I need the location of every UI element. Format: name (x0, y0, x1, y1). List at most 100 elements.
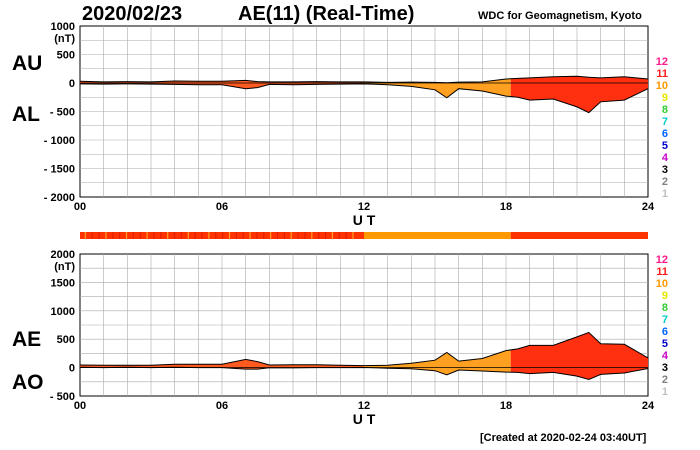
created-timestamp: [Created at 2020-02-24 03:40UT] (480, 432, 647, 444)
au-label: AU (12, 52, 43, 75)
upper-y-tick-label: 500 (57, 50, 75, 62)
station-count-bar-stripe (146, 232, 148, 239)
station-count-bar-stripe (160, 232, 162, 239)
station-count-bar-segment (510, 232, 648, 239)
lower-x-axis-label: U T (353, 411, 376, 427)
station-count-8: 8 (661, 302, 668, 314)
station-count-bar-segment (364, 232, 511, 239)
station-count-bar-stripe (173, 232, 176, 239)
station-count-bar-stripe (105, 232, 107, 239)
station-count-bar-stripe (324, 232, 327, 239)
lower-x-tick-label: 00 (74, 400, 86, 412)
upper-y-unit: (nT) (54, 33, 75, 45)
station-count-bar-stripe (98, 232, 100, 239)
data-source-label: WDC for Geomagnetism, Kyoto (478, 10, 642, 22)
station-legend-lower: 12 11 10 9 8 7 6 5 4 3 2 1 (644, 254, 668, 398)
station-count-11: 11 (656, 266, 668, 278)
station-count-bar-stripe (331, 232, 334, 239)
station-count-bar-stripe (290, 232, 292, 239)
station-count-bar-stripe (283, 232, 285, 239)
station-count-bar-stripe (235, 232, 237, 239)
station-count-10: 10 (655, 278, 668, 290)
upper-y-tick-label: 1000 (51, 21, 75, 33)
upper-series-al (79, 83, 649, 114)
station-count-bar-stripe (194, 232, 196, 239)
upper-x-tick-label: 18 (500, 201, 512, 213)
station-count-5: 5 (661, 338, 668, 350)
plot-date: 2020/02/23 (82, 3, 183, 25)
station-count-bar-stripe (352, 232, 354, 239)
station-count-12: 12 (655, 56, 668, 68)
station-count-bar-stripe (297, 232, 299, 239)
upper-y-tick-label: - 1000 (44, 135, 75, 147)
upper-x-tick-label: 00 (74, 201, 86, 213)
lower-y-tick-label: 1500 (51, 277, 75, 289)
lower-area-segment (364, 349, 511, 375)
upper-area-segment (364, 78, 511, 98)
upper-x-tick-label: 06 (216, 201, 228, 213)
upper-x-tick-label: 12 (358, 201, 370, 213)
station-count-4: 4 (661, 152, 668, 164)
station-count-bar-stripe (187, 232, 189, 239)
station-count-3: 3 (661, 164, 668, 176)
lower-series-ae (79, 331, 649, 367)
station-count-bar-stripe (91, 232, 93, 239)
lower-x-tick-label: 18 (500, 400, 512, 412)
station-count-4: 4 (661, 350, 668, 362)
station-count-bar-stripe (311, 232, 313, 239)
station-count-bar-stripe (242, 232, 244, 239)
station-count-2: 2 (661, 176, 668, 188)
upper-y-tick-label: - 500 (50, 107, 75, 119)
station-count-5: 5 (661, 140, 668, 152)
station-count-bar-stripe (338, 232, 340, 239)
station-count-3: 3 (661, 362, 668, 374)
station-legend-upper: 12 11 10 9 8 7 6 5 4 3 2 1 (644, 56, 668, 200)
station-count-bar-stripe (256, 232, 258, 239)
station-count-bar-stripe (222, 232, 224, 239)
station-count-bar-stripe (119, 232, 121, 239)
station-count-10: 10 (655, 80, 668, 92)
station-count-9: 9 (661, 92, 668, 104)
station-count-9: 9 (661, 290, 668, 302)
station-count-bar-stripe (228, 232, 231, 239)
station-count-2: 2 (661, 374, 668, 386)
ao-label: AO (12, 371, 44, 394)
lower-y-unit: (nT) (54, 261, 75, 273)
upper-area-segment (510, 76, 648, 113)
station-count-bar-stripe (345, 232, 347, 239)
station-count-bar-stripe (249, 232, 251, 239)
station-count-1: 1 (661, 188, 668, 200)
station-count-7: 7 (661, 314, 668, 326)
station-count-bar-stripe (125, 232, 128, 239)
station-count-bar-stripe (276, 232, 279, 239)
station-count-bar-stripe (139, 232, 141, 239)
upper-y-tick-label: - 2000 (44, 192, 75, 204)
ae-label: AE (12, 328, 42, 351)
lower-y-tick-label: 2000 (51, 249, 75, 261)
lower-y-tick-label: 1000 (51, 306, 75, 318)
upper-x-tick-label: 24 (642, 201, 655, 213)
station-count-bar-stripe (201, 232, 203, 239)
lower-x-tick-label: 12 (358, 400, 370, 412)
station-count-bar-stripe (132, 232, 134, 239)
lower-x-tick-label: 06 (216, 400, 228, 412)
upper-y-tick-label: 0 (69, 78, 75, 90)
station-count-bar-stripe (180, 232, 183, 239)
lower-y-tick-label: 0 (69, 363, 75, 375)
station-count-bar-stripe (318, 232, 320, 239)
lower-x-tick-label: 24 (642, 400, 655, 412)
station-count-bar-stripe (215, 232, 217, 239)
lower-y-tick-label: 500 (57, 334, 75, 346)
station-count-1: 1 (661, 386, 668, 398)
station-count-bar-stripe (84, 232, 86, 239)
station-count-bar-stripe (167, 232, 169, 239)
station-count-bar-stripe (304, 232, 306, 239)
station-count-7: 7 (661, 116, 668, 128)
station-count-bar-stripe (263, 232, 265, 239)
station-count-8: 8 (661, 104, 668, 116)
station-count-6: 6 (661, 326, 668, 338)
upper-x-axis-label: U T (353, 212, 376, 228)
station-count-bar-stripe (208, 232, 210, 239)
station-count-bar-stripe (112, 232, 114, 239)
